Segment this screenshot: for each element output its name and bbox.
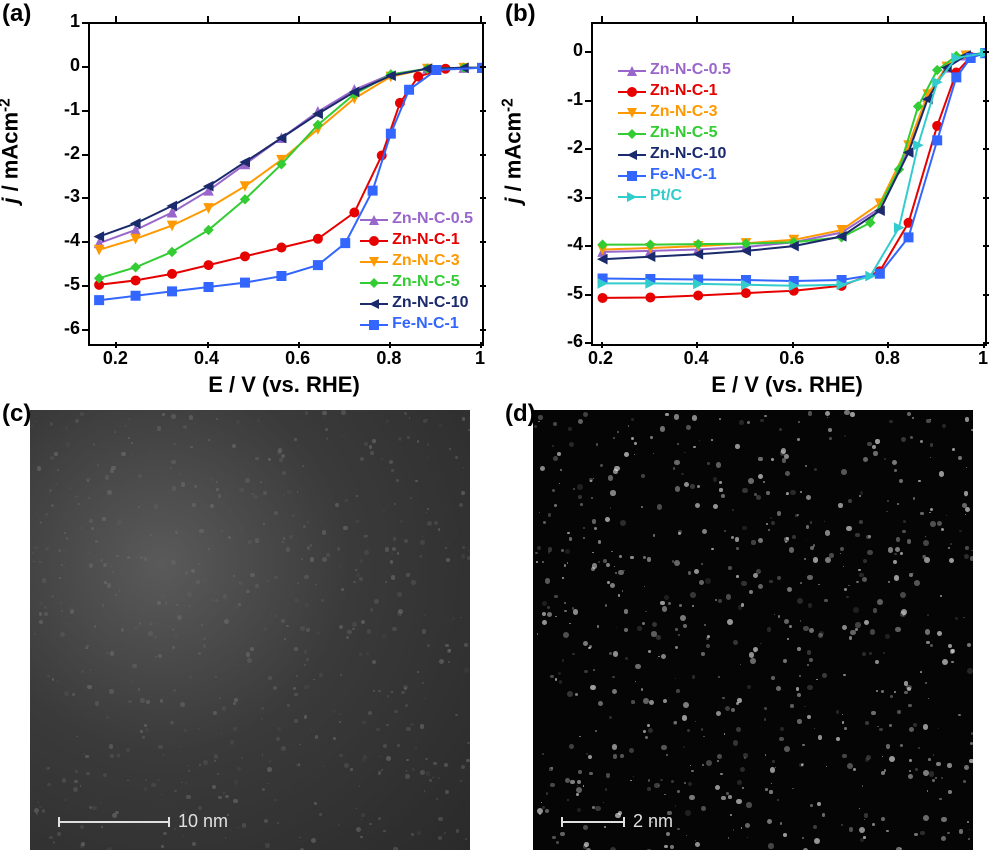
legend-label: Zn-N-C-3 — [650, 102, 718, 123]
panel-label-a: (a) — [2, 0, 31, 28]
legend-item: Zn-N-C-5 — [618, 123, 731, 144]
legend-label: Zn-N-C-1 — [650, 81, 718, 102]
legend-item: Zn-N-C-1 — [360, 230, 473, 251]
scalebar-c-label: 10 nm — [178, 811, 228, 832]
panel-c: (c) 10 nm — [0, 400, 503, 860]
figure-grid: (a) 0.1M HClO4 j / mAcm-2 E / V (vs. RHE… — [0, 0, 1006, 862]
chart-a-xlabel: E / V (vs. RHE) — [88, 372, 480, 398]
micrograph-d: 2 nm — [533, 410, 973, 850]
legend-label: Fe-N-C-1 — [650, 165, 717, 186]
legend-label: Zn-N-C-10 — [392, 293, 468, 314]
scalebar-line-icon — [58, 817, 170, 827]
chart-b-ylabel: j / mAcm-2 — [499, 164, 526, 204]
micrograph-c: 10 nm — [30, 410, 470, 850]
legend-item: Zn-N-C-3 — [618, 102, 731, 123]
legend-label: Fe-N-C-1 — [392, 314, 459, 335]
legend-item: Fe-N-C-1 — [360, 314, 473, 335]
scalebar-c: 10 nm — [58, 811, 228, 832]
panel-label-c: (c) — [2, 400, 31, 428]
legend-label: Zn-N-C-10 — [650, 144, 726, 165]
legend-label: Zn-N-C-3 — [392, 251, 460, 272]
scalebar-line-icon — [561, 817, 625, 827]
chart-a-ylabel: j / mAcm-2 — [0, 164, 24, 204]
chart-b-legend: Zn-N-C-0.5 Zn-N-C-1 Zn-N-C-3 Zn-N-C-5 Zn… — [618, 60, 731, 207]
legend-item: Zn-N-C-10 — [360, 293, 473, 314]
legend-item: Zn-N-C-0.5 — [618, 60, 731, 81]
panel-a: (a) 0.1M HClO4 j / mAcm-2 E / V (vs. RHE… — [0, 0, 503, 400]
legend-label: Pt/C — [650, 186, 682, 207]
chart-b-xlabel: E / V (vs. RHE) — [591, 372, 983, 398]
legend-label: Zn-N-C-1 — [392, 230, 460, 251]
scalebar-d-label: 2 nm — [633, 811, 673, 832]
panel-d: (d) 2 nm — [503, 400, 1006, 860]
legend-label: Zn-N-C-5 — [650, 123, 718, 144]
panel-b: (b) 0.1M KOH j / mAcm-2 E / V (vs. RHE) … — [503, 0, 1006, 400]
chart-a-legend: Zn-N-C-0.5 Zn-N-C-1 Zn-N-C-3 Zn-N-C-5 Zn… — [360, 209, 473, 335]
legend-item: Fe-N-C-1 — [618, 165, 731, 186]
panel-label-b: (b) — [505, 0, 536, 28]
scalebar-d: 2 nm — [561, 811, 673, 832]
legend-item: Zn-N-C-10 — [618, 144, 731, 165]
panel-label-d: (d) — [505, 400, 536, 428]
legend-label: Zn-N-C-0.5 — [650, 60, 731, 81]
legend-item: Zn-N-C-1 — [618, 81, 731, 102]
legend-item: Zn-N-C-5 — [360, 272, 473, 293]
legend-label: Zn-N-C-5 — [392, 272, 460, 293]
legend-item: Zn-N-C-0.5 — [360, 209, 473, 230]
legend-label: Zn-N-C-0.5 — [392, 209, 473, 230]
legend-item: Pt/C — [618, 186, 731, 207]
legend-item: Zn-N-C-3 — [360, 251, 473, 272]
